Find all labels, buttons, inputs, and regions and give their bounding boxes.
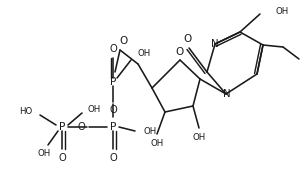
Text: P: P: [110, 77, 116, 87]
Text: OH: OH: [88, 104, 101, 114]
Text: O: O: [109, 153, 117, 163]
Text: O: O: [183, 34, 191, 44]
Text: OH: OH: [276, 7, 289, 17]
Text: O: O: [109, 44, 117, 54]
Text: N: N: [211, 39, 219, 49]
Text: P: P: [59, 122, 65, 132]
Text: O: O: [77, 122, 85, 132]
Text: HO: HO: [19, 106, 32, 116]
Text: OH: OH: [143, 126, 156, 136]
Text: OH: OH: [192, 132, 206, 141]
Text: O: O: [109, 105, 117, 115]
Text: OH: OH: [137, 50, 150, 58]
Text: O: O: [58, 153, 66, 163]
Text: O: O: [119, 36, 127, 46]
Text: OH: OH: [150, 139, 164, 147]
Text: P: P: [110, 122, 116, 132]
Text: OH: OH: [37, 149, 51, 159]
Text: O: O: [176, 47, 184, 57]
Text: N: N: [223, 89, 231, 99]
